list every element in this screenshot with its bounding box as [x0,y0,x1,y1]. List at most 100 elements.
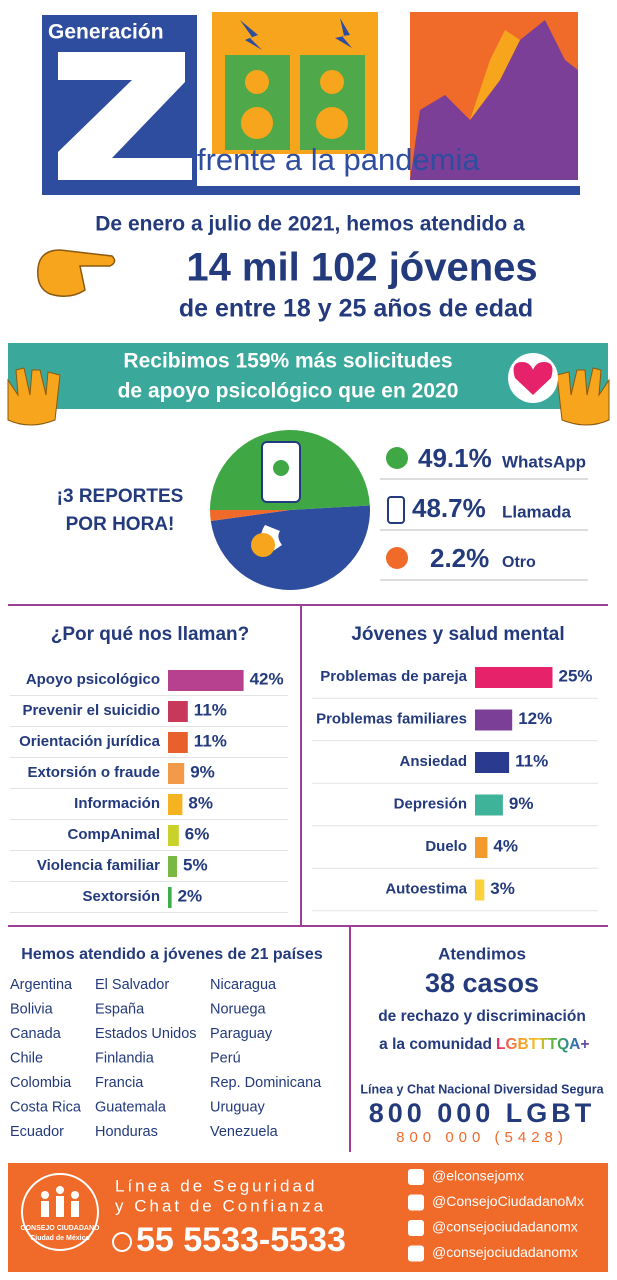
countries-title: Hemos atendido a jóvenes de 21 países [21,946,323,963]
category-label: CompAnimal [67,826,160,843]
z-letter [58,52,192,180]
lgbt-1: Atendimos [438,944,526,963]
country: Costa Rica [10,1099,82,1115]
country: Rep. Dominicana [210,1075,322,1091]
pie-icons [251,441,301,557]
bar [168,732,188,753]
value-label: 25% [559,666,593,685]
legend-value: 49.1% [418,443,492,473]
country: Canada [10,1026,62,1042]
bar [168,670,244,691]
hotline-digits: 800 000 (5428) [396,1129,568,1146]
hotline-title: Línea y Chat Nacional Diversidad Segura [360,1082,604,1096]
logo-ring [21,1173,99,1251]
footer-line-1: Línea de Seguridad [115,1176,317,1195]
country: Honduras [95,1124,158,1140]
social: @elconsejomx @ConsejoCiudadanoMx @consejoc… [408,1168,584,1262]
bar [475,794,503,816]
bar [168,856,177,877]
legend-value: 48.7% [412,493,486,523]
country: Venezuela [210,1124,279,1140]
bolt [240,20,262,50]
value-label: 42% [250,669,284,688]
hand-left [7,367,61,426]
country: Finlandia [95,1050,155,1066]
country: Uruguay [210,1099,266,1115]
org-sub: Ciudad de México [30,1235,90,1242]
subtitle: frente a la pandemia [197,142,480,177]
footer [8,1163,608,1272]
country: España [95,1001,145,1017]
bar [475,752,510,773]
category-label: Apoyo psicológico [26,671,160,688]
reports-1: ¡3 REPORTES [57,486,184,507]
banner-1: Recibimos 159% más solicitudes [123,350,452,373]
social-icon [408,1245,424,1262]
value-label: 12% [518,709,552,728]
value-label: 3% [490,879,515,898]
brand: Generación [48,21,164,44]
phone-symbol [112,1232,132,1252]
category-label: Orientación jurídica [19,733,161,750]
header: Generación frente a la pandemia [42,12,580,195]
underline [197,186,580,195]
category-label: Ansiedad [399,753,467,770]
org: CONSEJO CIUDADANO [21,1225,101,1232]
bolt [335,18,352,48]
social-icon [408,1194,424,1211]
social-handle: @consejociudadanomx [432,1219,578,1235]
bar [168,794,183,815]
social-icon [408,1220,424,1236]
category-label: Extorsión o fraude [27,764,160,781]
category-label: Violencia familiar [37,857,160,874]
lgbt-2: 38 casos [425,968,539,998]
social-handle: @consejociudadanomx [432,1244,578,1260]
social-handle: @ConsejoCiudadanoMx [432,1193,584,1209]
country: Bolivia [10,1001,54,1017]
value-label: 2% [178,886,203,905]
value-label: 9% [509,794,534,813]
country: Noruega [210,1001,267,1017]
hotline-number: 800 000 LGBT [369,1098,596,1128]
pointing-hand [37,249,116,297]
phone-legend-icon [387,496,405,524]
hand-icon [251,533,275,557]
bar [475,837,488,858]
reports-2: POR HORA! [66,514,175,535]
value-label: 6% [185,824,210,843]
bar [475,709,513,731]
lgbt-4: a la comunidad [379,1036,492,1053]
bar [475,667,553,688]
chart-title: ¿Por qué nos llaman? [51,624,249,645]
legend-label: Otro [502,554,536,571]
bar [168,825,179,846]
chart-title: Jóvenes y salud mental [351,624,564,645]
bar [168,763,185,784]
value-label: 9% [190,762,215,781]
headline-2: 14 mil 102 jóvenes [186,246,537,290]
country-list: Argentina Bolivia Canada Chile Colombia Costa… [10,977,322,1140]
country: Paraguay [210,1026,273,1042]
country: Argentina [10,977,73,993]
category-label: Información [74,795,160,812]
lgbt-3: de rechazo y discriminación [378,1008,586,1025]
speaker-cone [316,107,348,139]
dividers [8,604,608,1152]
social-icon [408,1169,424,1185]
value-label: 11% [194,700,227,719]
category-label: Duelo [425,838,467,855]
country: Guatemala [95,1099,167,1115]
bar-charts: ¿Por qué nos llaman? Apoyo psicológico 42%… [10,624,598,913]
pie-slice [210,510,290,522]
speaker-cone [320,70,344,94]
legend-label: Llamada [502,502,572,521]
footer-line-2: y Chat de Confianza [115,1196,326,1215]
bar [168,701,188,722]
value-label: 11% [194,731,227,750]
country: El Salvador [95,977,169,993]
logo-figures [41,1186,79,1217]
legend-label: WhatsApp [502,452,586,471]
value-label: 8% [188,793,213,812]
hand-right [556,367,610,426]
